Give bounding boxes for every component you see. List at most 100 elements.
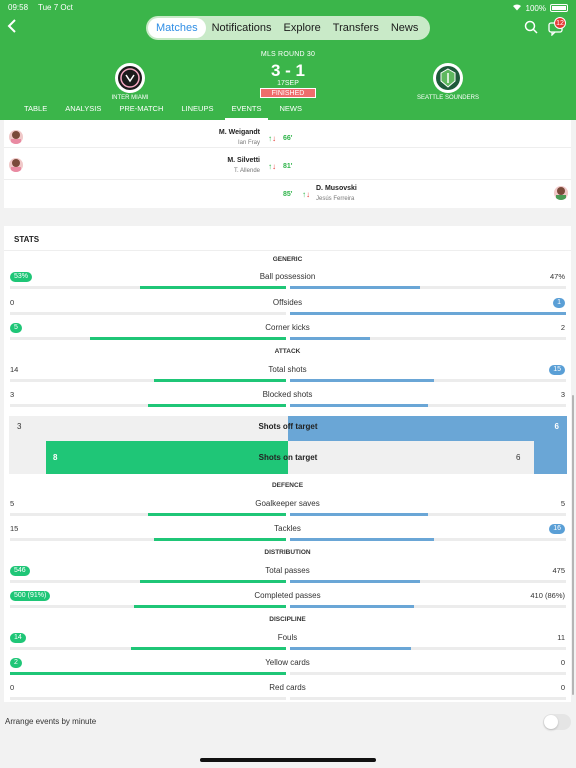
home-bar-fill	[148, 404, 286, 407]
divider	[4, 250, 571, 251]
away-bar-track	[290, 672, 566, 675]
away-bar-track	[290, 513, 566, 516]
arrange-toggle[interactable]	[543, 714, 571, 730]
home-value: 3	[10, 390, 15, 399]
battery-percent: 100%	[525, 3, 546, 13]
status-time: 09:58	[8, 3, 29, 12]
subnav-analysis[interactable]: ANALYSIS	[65, 104, 102, 113]
stat-row-possession[interactable]: 53% Ball possession 47%	[4, 270, 571, 294]
home-indicator[interactable]	[200, 758, 376, 762]
stat-label: Goalkeeper saves	[255, 499, 320, 508]
shots-on-home-area	[46, 441, 288, 474]
shots-on-away: 6	[516, 453, 521, 462]
away-bar-fill	[290, 312, 566, 315]
home-bar-fill	[131, 647, 286, 650]
shots-target-visual[interactable]: 3 Shots off target 6 8 Shots on target 6	[9, 416, 567, 474]
match-subnav: TABLE ANALYSIS PRE-MATCH LINEUPS EVENTS …	[0, 102, 576, 120]
stat-label: Yellow cards	[265, 658, 310, 667]
home-value: 5	[10, 323, 22, 333]
home-value: 14	[10, 633, 26, 643]
stat-row-total-shots[interactable]: 14 Total shots 15	[4, 363, 571, 387]
subnav-news[interactable]: NEWS	[279, 104, 303, 113]
event-minute: 81'	[283, 163, 293, 170]
scrollbar[interactable]	[572, 395, 574, 695]
player-in: D. Musovski	[316, 185, 357, 192]
away-team-name: SEATTLE SOUNDERS	[417, 95, 479, 101]
shots-on-home: 8	[53, 453, 58, 462]
stat-row-goalkeeper-saves[interactable]: 5 Goalkeeper saves 5	[4, 497, 571, 521]
home-value: 546	[10, 566, 30, 576]
shots-on-label: Shots on target	[258, 453, 318, 462]
search-icon[interactable]	[524, 20, 540, 36]
home-bar-track	[10, 286, 286, 289]
away-bar-track	[290, 647, 566, 650]
away-bar-track	[290, 337, 566, 340]
category-discipline: DISCIPLINE	[269, 616, 306, 623]
tab-notifications[interactable]: Notifications	[211, 22, 272, 34]
substitution-icon: ↑↓	[268, 162, 276, 171]
home-bar-track	[10, 580, 286, 583]
subnav-events[interactable]: EVENTS	[221, 102, 269, 120]
subnav-pre-match[interactable]: PRE-MATCH	[119, 104, 164, 113]
arrange-label: Arrange events by minute	[5, 717, 97, 726]
shots-off-home: 3	[17, 422, 22, 431]
away-value: 5	[560, 499, 565, 508]
home-bar-fill	[90, 337, 286, 340]
tab-matches[interactable]: Matches	[148, 18, 206, 38]
stat-label: Red cards	[269, 683, 306, 692]
stat-row-tackles[interactable]: 15 Tackles 16	[4, 522, 571, 546]
match-round: MLS ROUND 30	[260, 51, 316, 58]
player-out: Jesús Ferreira	[316, 196, 355, 202]
seattle-sounders-logo	[433, 63, 463, 93]
category-generic: GENERIC	[272, 256, 303, 263]
tab-explore[interactable]: Explore	[283, 22, 321, 34]
away-bar-fill	[290, 605, 414, 608]
home-team[interactable]: INTER MIAMI	[80, 63, 180, 101]
match-status-badge: FINISHED	[260, 88, 316, 98]
stats-title: STATS	[14, 235, 40, 244]
subnav-table[interactable]: TABLE	[24, 104, 48, 113]
away-bar-fill	[290, 580, 420, 583]
event-row[interactable]: 85' ↑↓ D. Musovski Jesús Ferreira	[4, 180, 571, 208]
player-in: M. Silvetti	[227, 157, 260, 164]
back-button[interactable]	[6, 18, 22, 38]
away-bar-track	[290, 404, 566, 407]
stat-row-corners[interactable]: 5 Corner kicks 2	[4, 321, 571, 345]
inter-miami-logo	[115, 63, 145, 93]
subnav-lineups[interactable]: LINEUPS	[181, 104, 214, 113]
tab-transfers[interactable]: Transfers	[332, 22, 379, 34]
away-value: 475	[552, 566, 565, 575]
stat-row-blocked-shots[interactable]: 3 Blocked shots 3	[4, 388, 571, 412]
away-value: 0	[560, 658, 565, 667]
home-value: 53%	[10, 272, 33, 282]
match-date: 17SEP	[277, 80, 299, 87]
away-bar-track	[290, 379, 566, 382]
stat-label: Tackles	[274, 524, 301, 533]
stat-label: Total shots	[268, 365, 307, 374]
away-team[interactable]: SEATTLE SOUNDERS	[398, 63, 498, 101]
stat-label: Offsides	[272, 298, 303, 307]
shots-on-away-area	[288, 441, 534, 474]
stat-row-total-passes[interactable]: 546 Total passes 475	[4, 564, 571, 588]
tab-news[interactable]: News	[390, 22, 419, 34]
stat-row-offsides[interactable]: 0 Offsides 1	[4, 296, 571, 320]
player-avatar	[554, 186, 568, 200]
stat-row-yellow-cards[interactable]: 2 Yellow cards 0	[4, 656, 571, 680]
away-bar-track	[290, 286, 566, 289]
arrange-setting: Arrange events by minute	[0, 706, 576, 740]
away-bar-track	[290, 580, 566, 583]
home-value: 500 (91%)	[10, 591, 51, 601]
match-score: 3 - 1	[270, 61, 306, 80]
status-right: 100%	[512, 3, 568, 13]
stat-row-completed-passes[interactable]: 500 (91%) Completed passes 410 (86%)	[4, 589, 571, 613]
home-bar-fill	[154, 538, 286, 541]
event-minute: 66'	[283, 135, 293, 142]
away-bar-fill	[290, 513, 428, 516]
event-row[interactable]: M. Silvetti T. Allende ↑↓ 81'	[4, 152, 571, 180]
event-row[interactable]: M. Weigandt Ian Fray ↑↓ 66'	[4, 120, 571, 148]
stat-label: Ball possession	[259, 272, 316, 281]
stat-row-fouls[interactable]: 14 Fouls 11	[4, 631, 571, 655]
stat-row-red-cards[interactable]: 0 Red cards 0	[4, 681, 571, 705]
home-bar-track	[10, 379, 286, 382]
away-value: 410 (86%)	[530, 591, 565, 600]
